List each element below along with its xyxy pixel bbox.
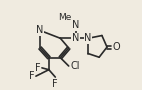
Text: N: N (72, 33, 79, 43)
Text: Cl: Cl (70, 61, 80, 71)
Text: N: N (36, 25, 44, 35)
Text: N: N (72, 20, 79, 30)
Text: F: F (53, 79, 58, 89)
Text: F: F (29, 71, 35, 81)
Text: Me: Me (59, 13, 72, 22)
Text: N: N (84, 33, 92, 43)
Text: F: F (35, 63, 40, 73)
Text: O: O (112, 42, 120, 52)
